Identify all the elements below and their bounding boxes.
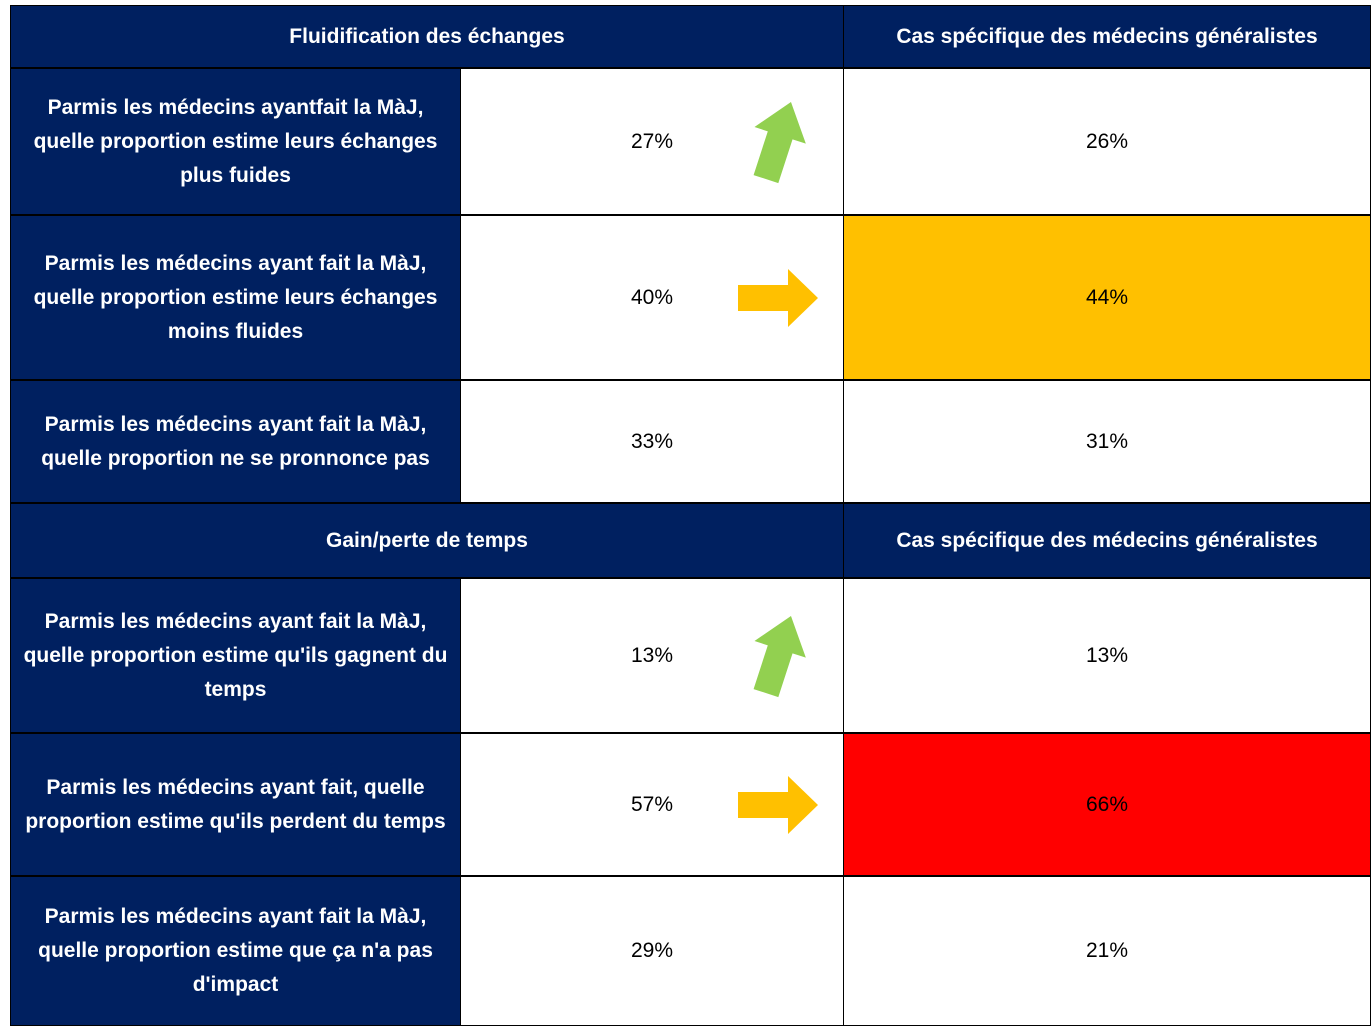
section-header: Fluidification des échanges xyxy=(10,5,844,68)
row-label: Parmis les médecins ayantfait la MàJ, qu… xyxy=(10,68,461,215)
specific-value: 31% xyxy=(843,380,1371,503)
specific-value: 66% xyxy=(843,733,1371,876)
specific-header: Cas spécifique des médecins généralistes xyxy=(843,503,1371,578)
specific-value: 13% xyxy=(843,578,1371,733)
trend-arrow xyxy=(753,615,806,697)
row-label: Parmis les médecins ayant fait, quelle p… xyxy=(10,733,461,876)
specific-header: Cas spécifique des médecins généralistes xyxy=(843,5,1371,68)
row-label: Parmis les médecins ayant fait la MàJ, q… xyxy=(10,380,461,503)
row-label: Parmis les médecins ayant fait la MàJ, q… xyxy=(10,876,461,1026)
section-header: Gain/perte de temps xyxy=(10,503,844,578)
specific-value: 26% xyxy=(843,68,1371,215)
row-label: Parmis les médecins ayant fait la MàJ, q… xyxy=(10,215,461,380)
specific-value: 21% xyxy=(843,876,1371,1026)
trend-arrow xyxy=(753,101,806,183)
trend-arrow xyxy=(738,775,818,834)
value: 29% xyxy=(460,876,844,1026)
row-label: Parmis les médecins ayant fait la MàJ, q… xyxy=(10,578,461,733)
trend-arrow xyxy=(738,268,818,327)
specific-value: 44% xyxy=(843,215,1371,380)
value: 33% xyxy=(460,380,844,503)
